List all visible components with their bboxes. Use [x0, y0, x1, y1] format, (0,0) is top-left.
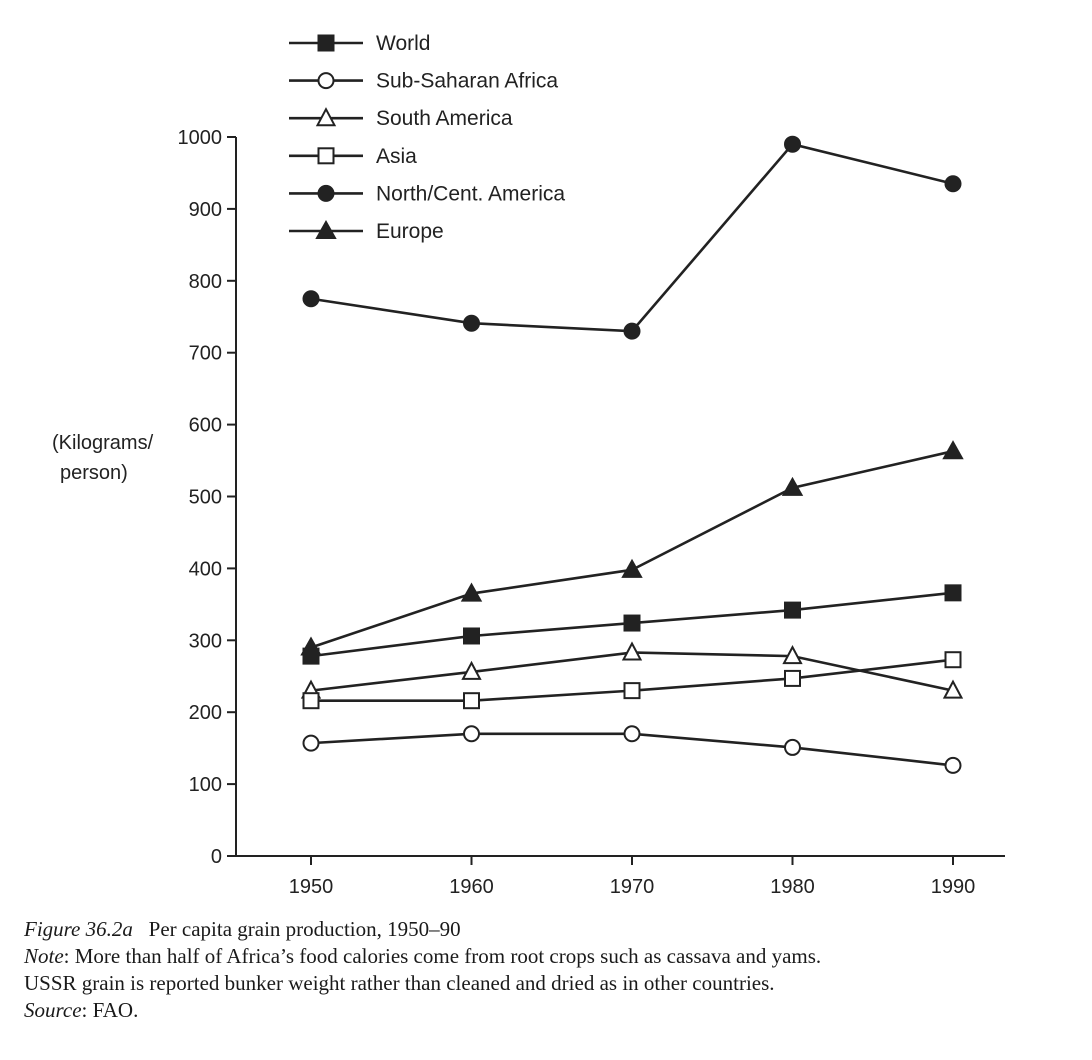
legend-item-sub-saharan-africa: Sub-Saharan Africa — [289, 70, 558, 93]
x-tick-label: 1980 — [770, 876, 815, 898]
data-point-north-cent-america — [944, 175, 962, 193]
y-tick-label: 200 — [189, 702, 222, 724]
legend-marker — [317, 34, 335, 52]
data-point-europe — [942, 440, 964, 460]
x-tick-label: 1970 — [610, 876, 655, 898]
y-tick-label: 600 — [189, 415, 222, 437]
data-point-north-cent-america — [784, 135, 801, 153]
y-tick-label: 700 — [189, 343, 222, 365]
data-point-south-america — [942, 679, 964, 699]
data-point-world — [623, 614, 641, 632]
data-point-asia — [463, 692, 480, 710]
figure-caption: Figure 36.2a Per capita grain production… — [24, 916, 1074, 1024]
figure-label: Figure 36.2a — [24, 917, 133, 941]
caption-note-line-1: Note: More than half of Africa’s food ca… — [24, 943, 1074, 970]
legend-item-asia: Asia — [289, 145, 417, 168]
series-lines — [300, 135, 964, 774]
note-label: Note — [24, 944, 64, 968]
data-point-europe — [460, 582, 483, 602]
data-point-north-cent-america — [623, 322, 641, 340]
data-point-world — [463, 627, 480, 645]
source-text: : FAO. — [81, 998, 139, 1022]
legend-marker — [315, 107, 337, 127]
data-point-asia — [623, 682, 641, 700]
data-point-europe — [621, 558, 643, 578]
note-text-1: : More than half of Africa’s food calori… — [63, 944, 822, 968]
legend-label: World — [376, 32, 430, 55]
series-asia — [302, 651, 962, 710]
legend-marker — [317, 72, 335, 90]
x-tick-label: 1990 — [931, 876, 976, 898]
legend-marker — [317, 184, 335, 202]
y-tick-label: 100 — [189, 774, 222, 796]
y-tick-label: 800 — [189, 271, 222, 293]
data-point-world — [944, 584, 962, 602]
legend-item-europe: Europe — [289, 219, 444, 243]
caption-source-line: Source: FAO. — [24, 997, 1074, 1024]
caption-title-line: Figure 36.2a Per capita grain production… — [24, 916, 1074, 943]
data-point-europe — [781, 476, 804, 496]
legend-marker — [317, 147, 335, 165]
legend-marker — [315, 219, 337, 239]
legend-item-north-cent-america: North/Cent. America — [289, 182, 565, 205]
series-sub-saharan-africa — [302, 725, 962, 774]
legend-item-south-america: South America — [289, 107, 513, 130]
legend-label: Europe — [376, 220, 444, 243]
y-tick-label: 400 — [189, 558, 222, 580]
series-south-america — [300, 641, 964, 699]
data-point-sub-saharan-africa — [944, 756, 962, 774]
data-point-north-cent-america — [302, 290, 320, 308]
data-point-south-america — [621, 641, 643, 661]
series-north-cent-america — [302, 135, 962, 340]
x-tick-label: 1950 — [289, 876, 334, 898]
data-point-asia — [784, 669, 801, 687]
x-tick-label: 1960 — [449, 876, 494, 898]
legend-label: South America — [376, 107, 513, 130]
data-point-world — [784, 601, 801, 619]
y-tick-label: 500 — [189, 487, 222, 509]
data-point-sub-saharan-africa — [463, 725, 480, 743]
legend-label: Asia — [376, 145, 417, 168]
y-tick-label: 0 — [211, 846, 222, 868]
y-axis-label: (Kilograms/ person) — [52, 428, 153, 488]
data-point-sub-saharan-africa — [784, 738, 801, 756]
data-point-sub-saharan-africa — [302, 734, 320, 752]
legend-label: North/Cent. America — [376, 182, 565, 205]
data-point-south-america — [782, 644, 803, 665]
y-tick-label: 300 — [189, 630, 222, 652]
legend-item-world: World — [289, 32, 430, 55]
data-point-sub-saharan-africa — [623, 725, 641, 743]
source-label: Source — [24, 998, 82, 1022]
data-point-asia — [302, 692, 320, 710]
series-europe — [300, 440, 964, 656]
chart: 0 100 200 300 400 500 600 700 800 900 1000 1950 1960… — [178, 32, 1005, 898]
data-point-europe — [300, 636, 322, 656]
figure-title: Per capita grain production, 1950–90 — [148, 917, 461, 941]
axes: 0 100 200 300 400 500 600 700 800 900 1000 1950 1960… — [178, 127, 1005, 898]
data-point-south-america — [461, 660, 482, 680]
legend-label: Sub-Saharan Africa — [376, 70, 558, 93]
data-point-asia — [944, 651, 962, 669]
y-axis-label-line-2: person) — [60, 462, 128, 484]
caption-note-line-2: USSR grain is reported bunker weight rat… — [24, 971, 775, 995]
data-point-north-cent-america — [463, 314, 480, 332]
legend: World Sub-Saharan Africa South America Asia… — [289, 32, 565, 243]
y-tick-label: 1000 — [178, 127, 223, 149]
series-world — [302, 584, 962, 665]
y-axis-label-line-1: (Kilograms/ — [52, 432, 154, 454]
y-tick-label: 900 — [189, 199, 222, 221]
